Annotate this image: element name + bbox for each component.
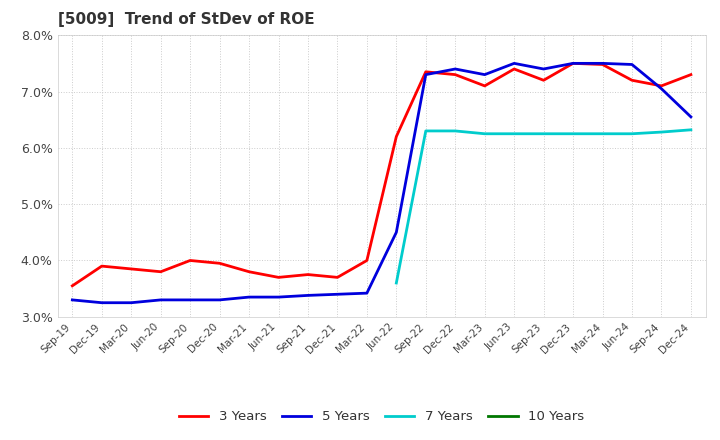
3 Years <box>451 72 459 77</box>
3 Years <box>392 134 400 139</box>
Line: 3 Years: 3 Years <box>72 63 691 286</box>
3 Years <box>539 77 548 83</box>
5 Years <box>363 290 372 296</box>
5 Years <box>97 300 106 305</box>
3 Years <box>274 275 283 280</box>
3 Years <box>304 272 312 277</box>
3 Years <box>657 83 666 88</box>
7 Years <box>510 131 518 136</box>
5 Years <box>510 61 518 66</box>
Text: [5009]  Trend of StDev of ROE: [5009] Trend of StDev of ROE <box>58 12 314 27</box>
3 Years <box>598 62 607 67</box>
7 Years <box>687 127 696 132</box>
3 Years <box>68 283 76 289</box>
Legend: 3 Years, 5 Years, 7 Years, 10 Years: 3 Years, 5 Years, 7 Years, 10 Years <box>174 405 590 429</box>
5 Years <box>480 72 489 77</box>
Line: 5 Years: 5 Years <box>72 63 691 303</box>
7 Years <box>569 131 577 136</box>
7 Years <box>628 131 636 136</box>
3 Years <box>421 69 430 74</box>
5 Years <box>304 293 312 298</box>
5 Years <box>451 66 459 72</box>
5 Years <box>392 230 400 235</box>
3 Years <box>156 269 165 275</box>
5 Years <box>421 72 430 77</box>
7 Years <box>539 131 548 136</box>
5 Years <box>245 294 253 300</box>
5 Years <box>333 292 342 297</box>
3 Years <box>510 66 518 72</box>
Line: 7 Years: 7 Years <box>396 130 691 283</box>
5 Years <box>127 300 135 305</box>
3 Years <box>215 260 224 266</box>
7 Years <box>451 128 459 134</box>
5 Years <box>274 294 283 300</box>
7 Years <box>480 131 489 136</box>
5 Years <box>186 297 194 303</box>
3 Years <box>628 77 636 83</box>
5 Years <box>687 114 696 120</box>
3 Years <box>333 275 342 280</box>
5 Years <box>657 86 666 92</box>
5 Years <box>156 297 165 303</box>
7 Years <box>657 129 666 135</box>
7 Years <box>421 128 430 134</box>
5 Years <box>68 297 76 303</box>
3 Years <box>363 258 372 263</box>
3 Years <box>245 269 253 275</box>
5 Years <box>598 61 607 66</box>
3 Years <box>127 266 135 271</box>
7 Years <box>598 131 607 136</box>
5 Years <box>628 62 636 67</box>
3 Years <box>569 61 577 66</box>
3 Years <box>687 72 696 77</box>
3 Years <box>186 258 194 263</box>
7 Years <box>392 280 400 286</box>
5 Years <box>539 66 548 72</box>
3 Years <box>97 264 106 269</box>
5 Years <box>215 297 224 303</box>
3 Years <box>480 83 489 88</box>
5 Years <box>569 61 577 66</box>
